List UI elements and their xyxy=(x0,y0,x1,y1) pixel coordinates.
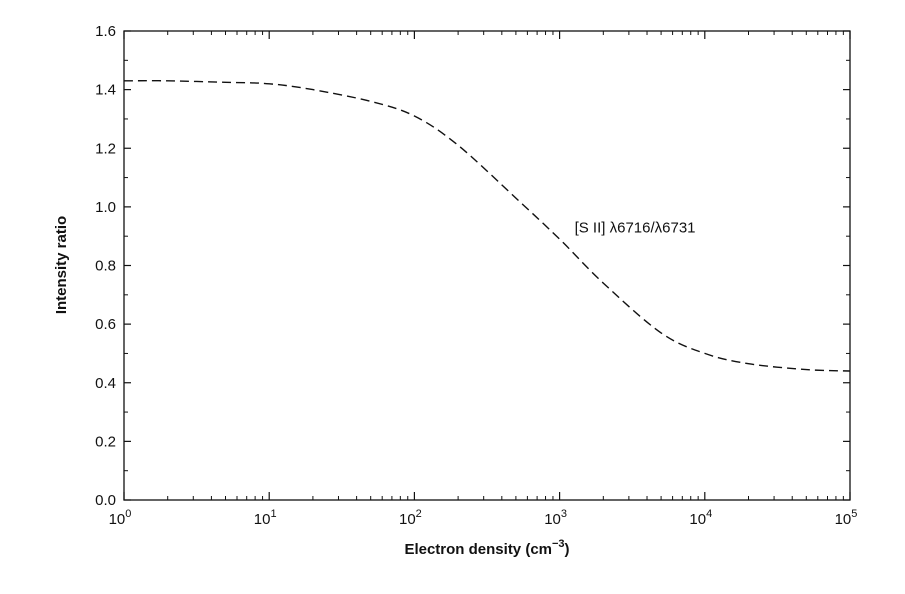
x-tick-label: 103 xyxy=(544,508,567,528)
y-tick-label: 0.4 xyxy=(95,375,116,392)
x-axis-title: Electron density (cm−3) xyxy=(404,538,569,558)
y-tick-label: 1.2 xyxy=(95,140,116,157)
x-tick-label: 102 xyxy=(399,508,422,528)
y-tick-labels: 0.0 0.2 0.4 0.6 0.8 1.0 1.2 1.4 1.6 xyxy=(95,23,116,509)
y-tick-label: 0.2 xyxy=(95,433,116,450)
y-tick-label: 1.4 xyxy=(95,82,116,99)
y-tick-label: 1.0 xyxy=(95,199,116,216)
series-line xyxy=(123,80,851,372)
y-axis-title: Intensity ratio xyxy=(53,216,70,314)
y-tick-label: 1.6 xyxy=(95,23,116,40)
y-tick-label: 0.6 xyxy=(95,316,116,333)
y-tick-label: 0.0 xyxy=(95,492,116,509)
axis-ticks xyxy=(123,30,851,501)
x-tick-label: 101 xyxy=(254,508,277,528)
x-tick-label: 104 xyxy=(689,508,712,528)
x-tick-label: 105 xyxy=(835,508,858,528)
y-tick-label: 0.8 xyxy=(95,258,116,275)
x-tick-labels: 100 101 102 103 104 105 xyxy=(109,508,858,528)
curve-annotation: [S II] λ6716/λ6731 xyxy=(575,219,696,236)
x-tick-label: 100 xyxy=(109,508,132,528)
plot-frame xyxy=(123,30,851,501)
